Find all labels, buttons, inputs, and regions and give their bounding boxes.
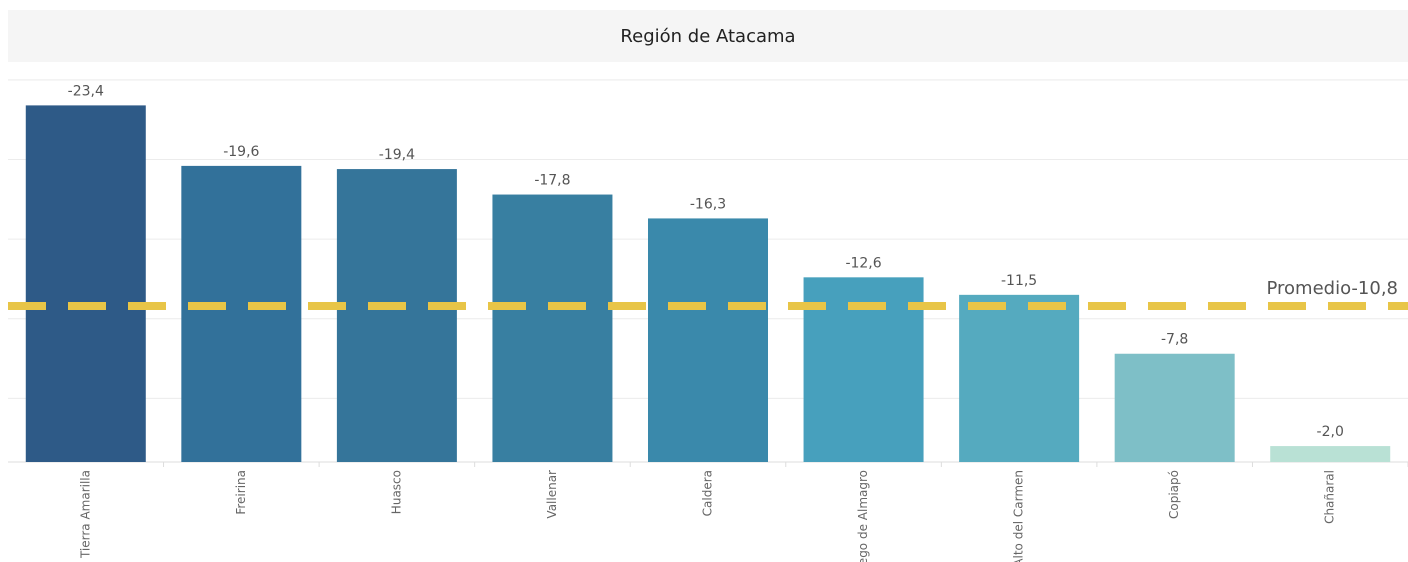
data-label: -7,8 [1161,332,1188,348]
bar [181,165,302,462]
x-tick-label: Tierra Amarilla [78,470,92,559]
title-band [8,10,1408,62]
x-tick-label: Copiapó [1167,470,1181,519]
bar [1270,446,1391,462]
bar [959,294,1080,462]
bar [492,194,613,462]
x-tick-label: Huasco [389,470,403,514]
data-label: -19,6 [223,144,259,160]
x-tick-label: Diego de Almagro [856,470,870,562]
x-tick-label: Alto del Carmen [1012,470,1026,562]
x-tick-label: Vallenar [545,470,559,519]
data-label: -11,5 [1001,273,1037,289]
bar [25,105,146,462]
data-label: -23,4 [68,83,104,99]
bar [336,169,457,462]
data-label: -12,6 [845,255,881,271]
data-label: -2,0 [1317,424,1344,440]
data-label: -16,3 [690,196,726,212]
data-label: -17,8 [534,173,570,189]
x-tick-label: Chañaral [1323,470,1337,524]
data-label: -19,4 [379,147,415,163]
x-tick-label: Freirina [234,470,248,515]
x-tick-label: Caldera [701,470,715,516]
bar [1114,353,1235,462]
average-label: Promedio-10,8 [1266,278,1398,299]
chart-title: Región de Atacama [620,26,795,47]
bar [648,218,768,462]
